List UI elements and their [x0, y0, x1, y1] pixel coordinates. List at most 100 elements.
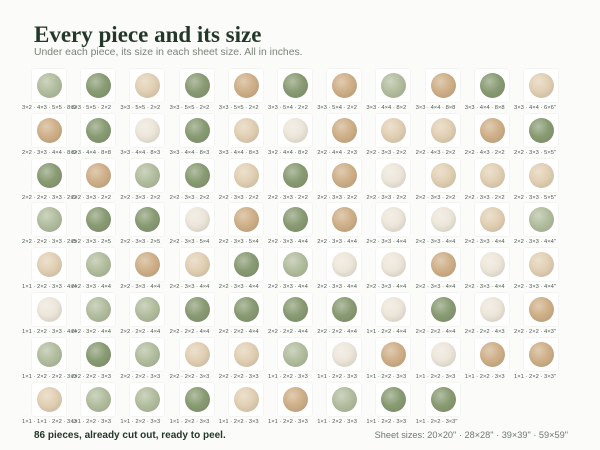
piece-size-label: 2×2 · 3×3 · 2×2 — [366, 149, 407, 156]
piece-tile — [425, 113, 460, 147]
watercolor-dot — [430, 297, 456, 322]
watercolor-dot — [529, 162, 554, 188]
piece-tile — [278, 113, 312, 147]
piece-size-label: 2×2 · 2×2 · 3×3 — [218, 373, 259, 380]
piece-item: 2×2 · 3×3 · 2×2 — [366, 158, 422, 203]
piece-tile — [228, 203, 263, 237]
piece-item: 2×2 · 3×3 · 4×4 — [268, 203, 324, 247]
piece-size-label: 2×2 · 3×3 · 2×2 — [169, 194, 210, 201]
watercolor-dot — [381, 73, 407, 98]
watercolor-dot — [332, 207, 358, 233]
piece-item: 2×2 · 3×3 · 5×4 — [170, 203, 226, 247]
piece-tile — [524, 158, 558, 192]
piece-tile — [130, 203, 165, 237]
piece-tile — [81, 113, 116, 147]
piece-size-label: 3×3 · 5×4 · 2×2 — [317, 105, 357, 111]
piece-tile — [524, 248, 558, 282]
piece-tile — [179, 203, 214, 237]
piece-item: 2×2 · 3×3 · 2×2 — [317, 158, 373, 203]
piece-item: 2×2 · 3×2 · 4×4 — [71, 293, 127, 337]
piece-size-label: 3×3 · 5×5 · 2×2 — [71, 105, 111, 111]
piece-tile — [474, 248, 509, 282]
piece-item: 3×3 · 4×4 · 8×8 — [465, 69, 521, 113]
watercolor-dot — [381, 117, 407, 143]
piece-item: 1×1 · 2×2 · 3×3 — [120, 382, 176, 427]
watercolor-dot — [283, 341, 308, 367]
piece-tile — [81, 248, 116, 282]
watercolor-dot — [332, 341, 358, 367]
piece-tile — [32, 293, 66, 326]
piece-tile — [425, 382, 460, 416]
piece-item: 1×1 · 2×2 · 3×3 — [366, 382, 422, 427]
piece-tile — [130, 113, 165, 147]
watercolor-dot — [86, 386, 112, 412]
piece-tile — [524, 113, 558, 147]
watercolor-dot — [381, 386, 407, 412]
watercolor-dot — [430, 207, 456, 233]
piece-item: 2×2 · 3×3 · 2×2 — [120, 158, 176, 203]
piece-tile — [81, 158, 116, 192]
piece-item: 2×2 · 2×2 · 4×4 — [317, 293, 373, 337]
piece-size-label: 1×1 · 2×2 · 3×3 · 4×4 — [22, 284, 77, 291]
watercolor-dot — [184, 297, 210, 322]
piece-size-label: 3×3 · 4×4 · 8×3 — [218, 149, 259, 156]
watercolor-dot — [529, 207, 554, 233]
piece-item: 2×2 · 3×3 · 4×4 — [317, 203, 373, 247]
watercolor-dot — [37, 117, 62, 143]
watercolor-dot — [381, 207, 407, 233]
watercolor-dot — [479, 252, 505, 278]
piece-item: 1×1 · 2×2 · 4×4 — [366, 293, 422, 337]
piece-item: 3×3 · 4×4 · 8×3 — [219, 113, 275, 158]
watercolor-dot — [283, 162, 308, 188]
piece-tile — [278, 203, 312, 237]
piece-tile — [425, 69, 460, 102]
piece-size-label: 2×2 · 3×3 · 4×4 — [366, 284, 407, 291]
piece-tile — [32, 382, 66, 416]
watercolor-dot — [529, 117, 554, 143]
piece-item: 2×2 · 3×3 · 4×4 — [317, 248, 373, 292]
piece-tile — [425, 337, 460, 371]
piece-item: 2×2 · 3×3 · 4×4 — [170, 248, 226, 292]
piece-size-label: 1×1 · 2×2 · 3×3 — [366, 373, 407, 380]
piece-size-label: 2×2 · 2×2 · 4×4 — [415, 329, 456, 335]
watercolor-dot — [86, 341, 112, 367]
piece-tile — [228, 248, 263, 282]
piece-tile — [179, 113, 214, 147]
piece-size-label: 2×2 · 3×3 · 4×4 — [169, 284, 210, 291]
piece-size-label: 2×2 · 3×3 · 4×4 — [317, 284, 357, 291]
piece-size-label: 2×2 · 3×3 · 2×5 — [71, 239, 111, 246]
piece-size-label: 3×3 · 5×4 · 2×2 — [268, 105, 308, 111]
piece-item: 2×2 · 2×2 · 3×3 · 2×2 — [22, 158, 78, 203]
watercolor-dot — [479, 297, 505, 322]
piece-item: 2×2 · 3×3 · 4×4 — [366, 203, 422, 247]
piece-size-label: 2×2 · 2×2 · 4×4 — [120, 329, 161, 335]
piece-tile — [376, 203, 411, 237]
piece-item: 3×3 · 4×4 · 8×3 — [120, 113, 176, 158]
piece-tile — [32, 248, 66, 282]
watercolor-dot — [233, 73, 259, 98]
piece-item: 2×2 · 3×3 · 4×4 — [416, 203, 472, 247]
piece-tile — [130, 158, 165, 192]
piece-item: 3×3 · 5×4 · 2×2 — [317, 69, 373, 113]
watercolor-dot — [184, 252, 210, 278]
watercolor-dot — [479, 341, 505, 367]
watercolor-dot — [37, 341, 62, 367]
piece-tile — [327, 69, 362, 102]
piece-tile — [179, 293, 214, 326]
piece-size-label: 2×2 · 3×3 · 4×4 — [464, 239, 505, 246]
piece-item: 2×2 · 3×3 · 4×4 — [465, 203, 521, 247]
piece-size-label: 2×2 · 3×3 · 2×2 — [218, 194, 259, 201]
piece-size-label: 1×1 · 2×2 · 3×3 — [169, 418, 210, 425]
piece-item: 2×2 · 3×3 · 5×4 — [219, 203, 275, 247]
piece-item: 3×2 · 4×3 · 5×5 · 8×2 — [22, 69, 78, 113]
watercolor-dot — [332, 386, 358, 412]
watercolor-dot — [430, 117, 456, 143]
piece-size-label: 1×1 · 2×2 · 3×3 — [268, 418, 308, 425]
piece-size-label: 1×1 · 2×2 · 3×3" — [514, 373, 556, 380]
piece-size-label: 2×2 · 3×3 · 2×2 — [120, 194, 161, 201]
piece-item: 2×2 · 2×2 · 4×4 — [120, 293, 176, 337]
piece-item: 1×1 · 2×2 · 3×3 — [268, 382, 324, 427]
piece-tile — [425, 293, 460, 326]
piece-tile — [376, 113, 411, 147]
piece-size-label: 2×2 · 3×3 · 5×5" — [514, 194, 556, 201]
